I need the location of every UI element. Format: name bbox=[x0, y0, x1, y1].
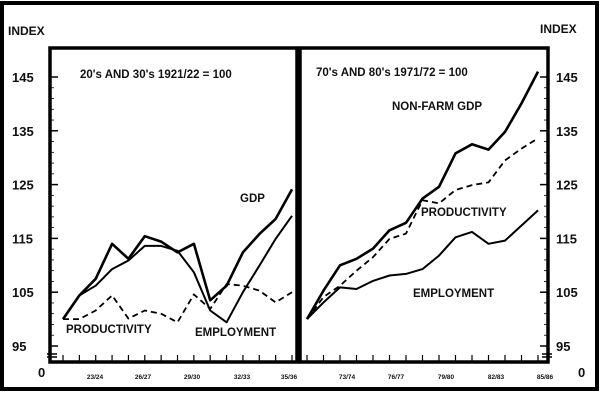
x-tick-label: 35/36 bbox=[281, 374, 298, 381]
panel-1970s-1980s: INDEX 70's AND 80's 1971/72 = 100 145 135 12… bbox=[298, 22, 585, 381]
series-line-productivity bbox=[306, 137, 539, 320]
y-tick-label-zero: 0 bbox=[38, 365, 45, 380]
series-line-employment bbox=[62, 215, 293, 324]
x-tick-label: 76/77 bbox=[388, 374, 405, 381]
y-tick-label-zero: 0 bbox=[578, 365, 585, 380]
x-tick-label: 73/74 bbox=[339, 374, 356, 381]
x-tick-label: 82/83 bbox=[488, 374, 505, 381]
plot-frame bbox=[48, 46, 299, 364]
x-tick-label: 23/24 bbox=[87, 374, 104, 381]
y-tick-label: 145 bbox=[12, 70, 34, 85]
x-tick-label: 32/33 bbox=[234, 374, 251, 381]
x-tick-label: 85/86 bbox=[537, 374, 554, 381]
y-tick-label: 145 bbox=[556, 70, 578, 85]
y-tick-label: 125 bbox=[556, 178, 578, 193]
series-line-productivity bbox=[63, 283, 293, 324]
y-tick-label: 115 bbox=[12, 231, 33, 246]
series-line-employment bbox=[306, 209, 539, 320]
outer-frame bbox=[0, 1, 599, 391]
panel-1920s-1930s: INDEX 20's AND 30's 1921/22 = 100 145 135 12… bbox=[8, 24, 299, 381]
x-tick-label: 79/80 bbox=[438, 374, 455, 381]
x-tick-label: 29/30 bbox=[184, 374, 201, 381]
panel-title: 20's AND 30's 1921/22 = 100 bbox=[80, 69, 232, 81]
series-label-employment: EMPLOYMENT bbox=[413, 288, 494, 300]
y-tick-label: 95 bbox=[12, 339, 26, 354]
y-axis-title: INDEX bbox=[8, 24, 45, 38]
y-axis-title: INDEX bbox=[540, 22, 577, 36]
y-tick-label: 105 bbox=[12, 285, 34, 300]
y-tick-label: 95 bbox=[556, 339, 570, 354]
y-tick-label: 105 bbox=[556, 285, 578, 300]
y-tick-label: 115 bbox=[556, 231, 577, 246]
plot-frame bbox=[298, 46, 550, 364]
series-label-gdp: GDP bbox=[240, 193, 265, 205]
panel-title: 70's AND 80's 1971/72 = 100 bbox=[316, 67, 468, 79]
series-label-non-farm-gdp: NON-FARM GDP bbox=[392, 101, 482, 113]
x-tick-label: 26/27 bbox=[135, 374, 152, 381]
series-line-non-farm-gdp bbox=[305, 71, 540, 320]
series-label-productivity: PRODUCTIVITY bbox=[421, 207, 507, 219]
series-line-gdp bbox=[61, 188, 294, 320]
y-tick-label: 135 bbox=[12, 124, 34, 139]
y-tick-label: 135 bbox=[556, 124, 578, 139]
y-tick-label: 125 bbox=[12, 178, 34, 193]
series-label-employment: EMPLOYMENT bbox=[195, 327, 276, 339]
series-label-productivity: PRODUCTIVITY bbox=[66, 324, 152, 336]
